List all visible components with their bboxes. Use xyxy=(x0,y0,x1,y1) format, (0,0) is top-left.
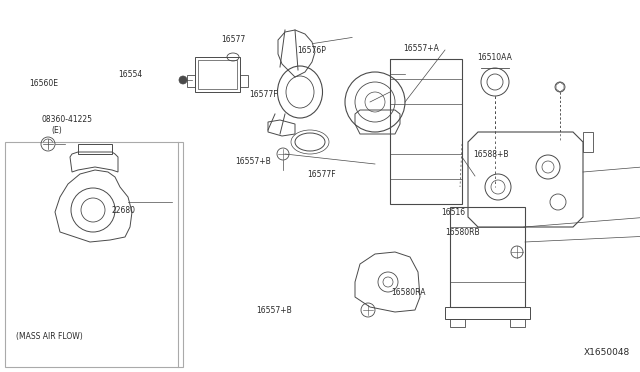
Text: 16557+B: 16557+B xyxy=(236,157,271,166)
Text: 16577F: 16577F xyxy=(307,170,336,179)
Text: 16516: 16516 xyxy=(442,208,466,217)
Text: 16588+B: 16588+B xyxy=(474,150,509,159)
Bar xyxy=(187,75,195,87)
Bar xyxy=(445,307,530,319)
Text: 16580RA: 16580RA xyxy=(392,288,426,296)
Text: 22680: 22680 xyxy=(112,206,136,215)
Text: 16557+A: 16557+A xyxy=(403,44,439,53)
Bar xyxy=(450,319,465,327)
Text: 16557+B: 16557+B xyxy=(256,306,292,315)
Bar xyxy=(240,75,248,87)
Bar xyxy=(390,59,462,204)
Text: (E): (E) xyxy=(51,126,62,135)
Text: X1650048: X1650048 xyxy=(584,348,630,357)
Text: 16577F: 16577F xyxy=(250,90,278,99)
Bar xyxy=(510,319,525,327)
Text: (MASS AIR FLOW): (MASS AIR FLOW) xyxy=(16,332,83,341)
Bar xyxy=(583,132,593,152)
Bar xyxy=(450,207,525,307)
Text: 16510AA: 16510AA xyxy=(477,53,511,62)
Text: 16554: 16554 xyxy=(118,70,143,79)
Text: 16580RB: 16580RB xyxy=(445,228,479,237)
Text: 16576P: 16576P xyxy=(298,46,326,55)
Text: 08360-41225: 08360-41225 xyxy=(42,115,93,124)
Text: 16577: 16577 xyxy=(221,35,245,44)
Circle shape xyxy=(179,76,187,84)
Bar xyxy=(5,142,183,367)
Text: 16560E: 16560E xyxy=(29,79,58,88)
